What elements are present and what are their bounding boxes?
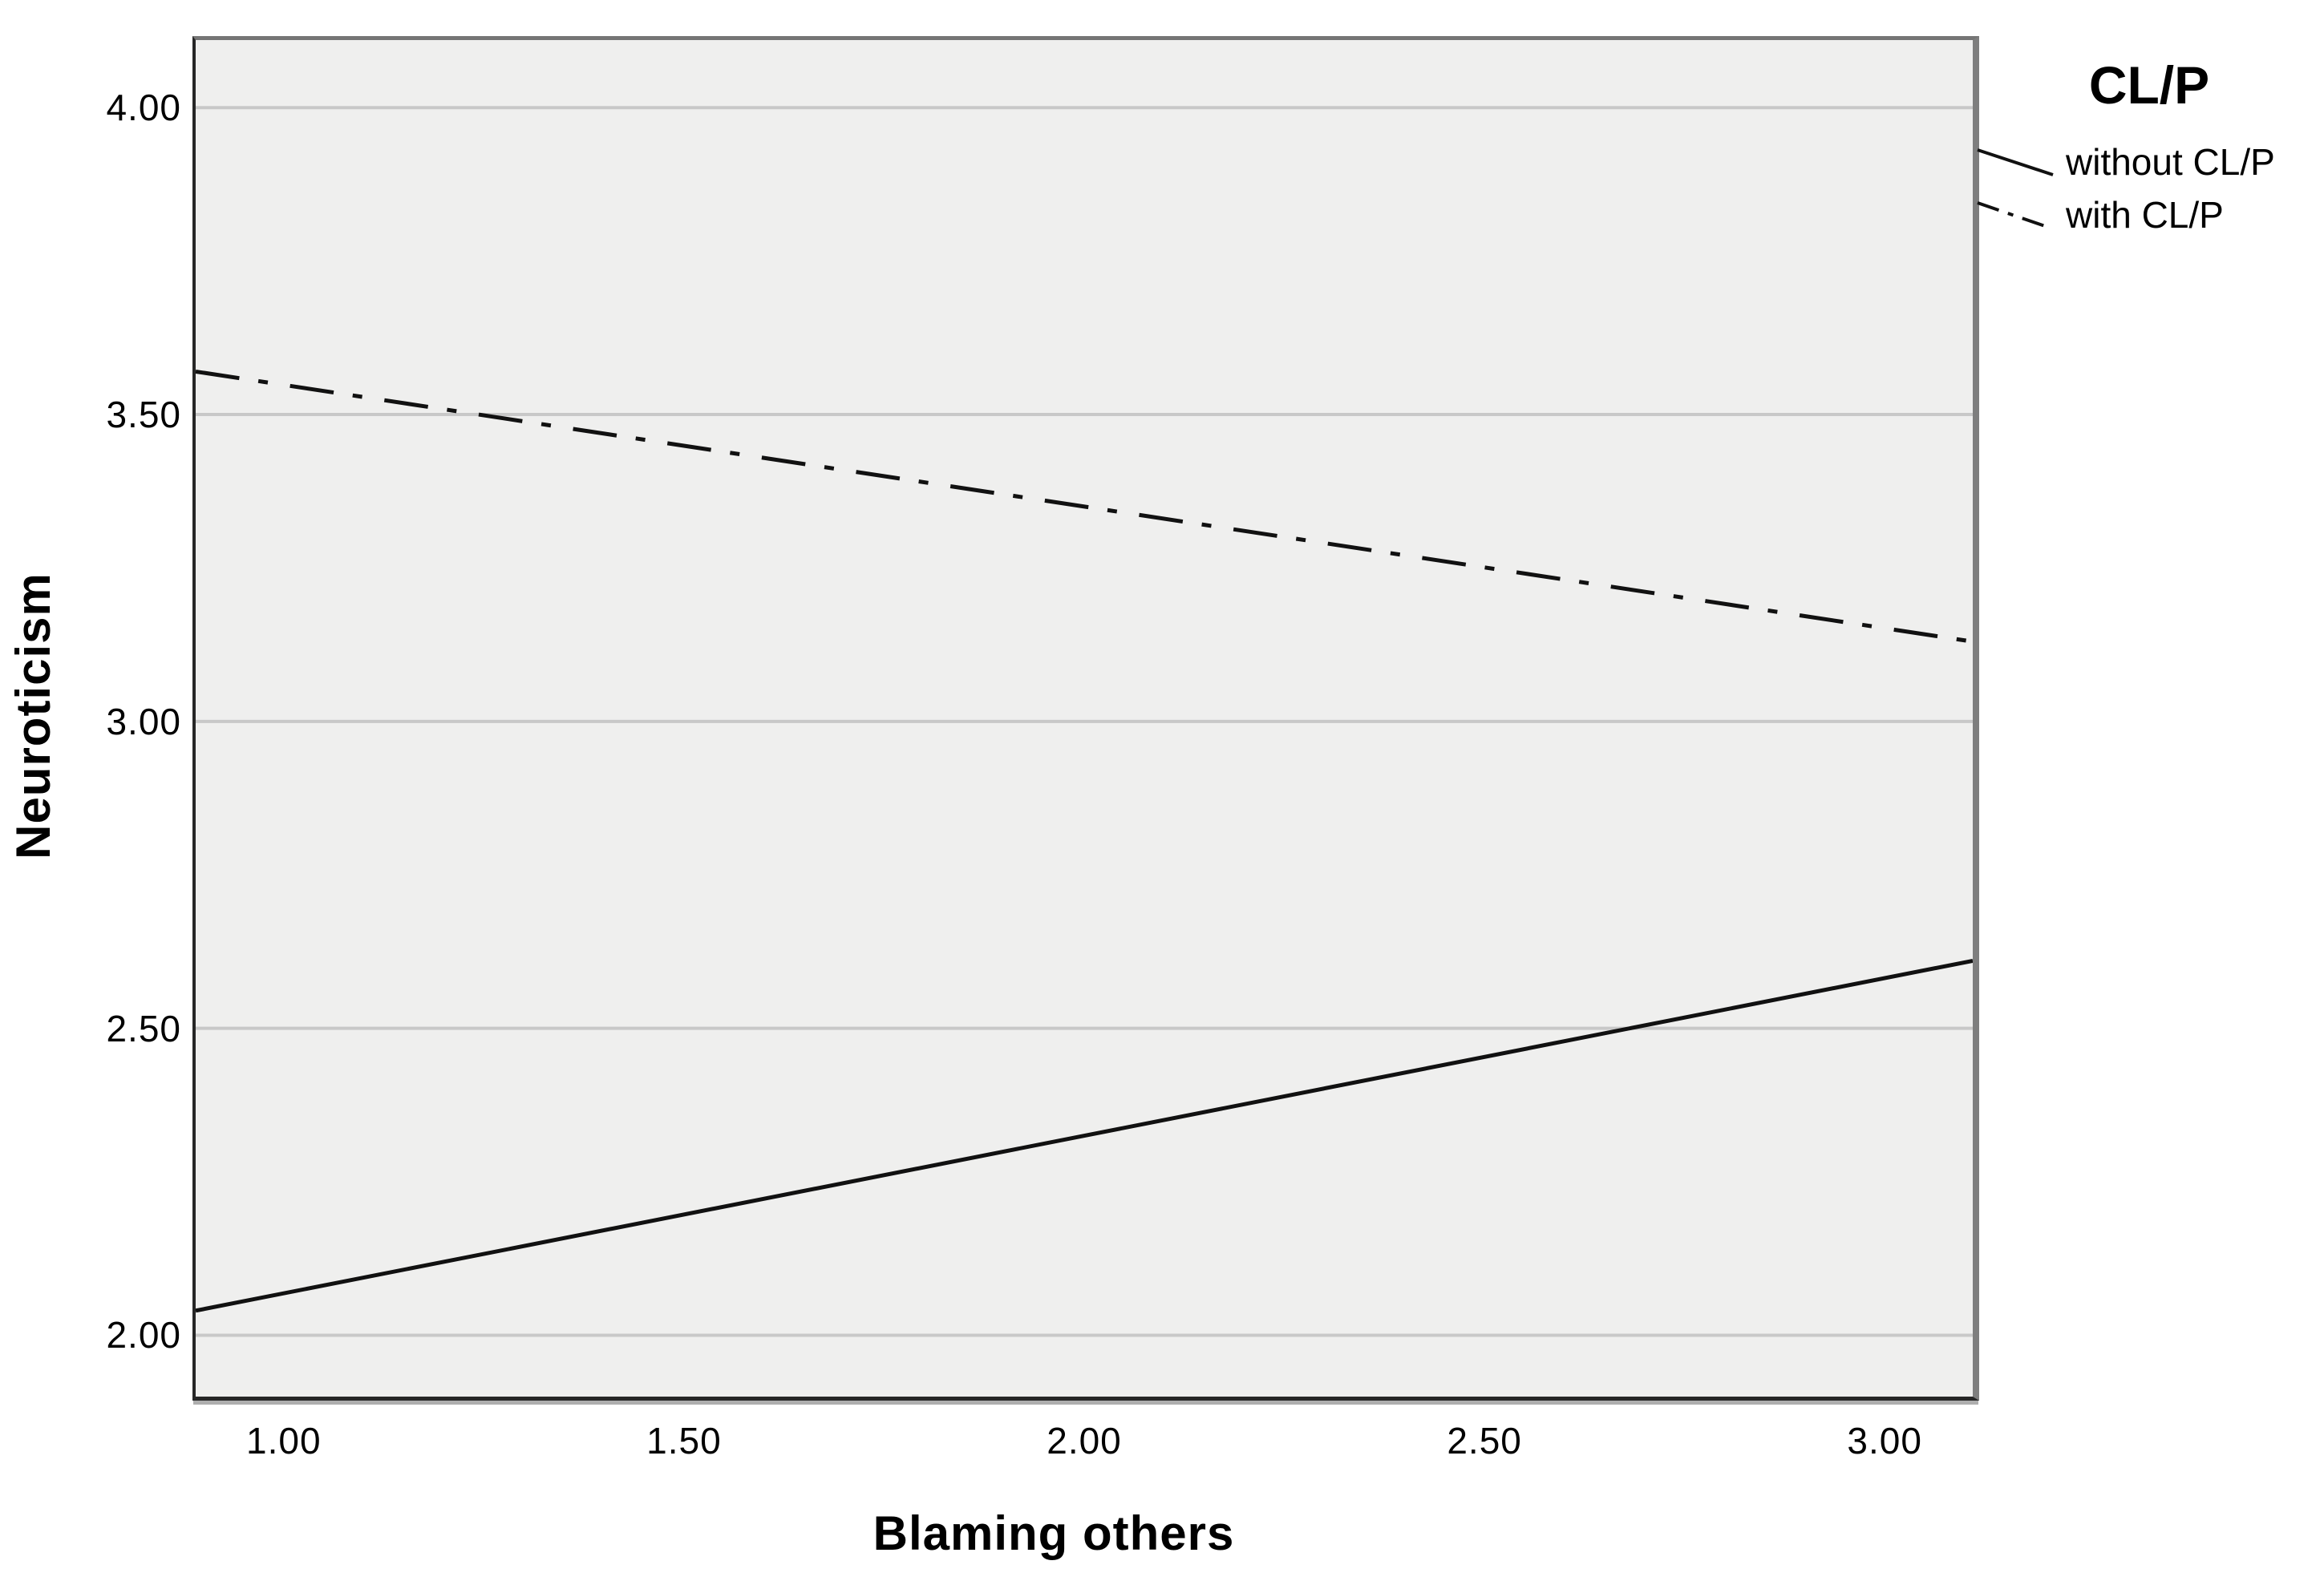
x-tick-label: 2.00: [1047, 1420, 1122, 1462]
y-tick-label: 2.00: [106, 1314, 181, 1357]
legend-entry-without-clp: without CL/P: [1974, 135, 2275, 189]
y-tick-label: 3.50: [106, 394, 181, 436]
y-tick-label: 2.50: [106, 1007, 181, 1049]
x-tick-label: 2.50: [1447, 1420, 1522, 1462]
x-tick-label: 3.00: [1847, 1420, 1922, 1462]
y-tick-label: 3.00: [106, 700, 181, 742]
x-tick-label: 1.00: [246, 1420, 322, 1462]
legend-entry-label: with CL/P: [2066, 194, 2224, 236]
plot-area: [192, 36, 1979, 1401]
legend-entry-label: without CL/P: [2066, 141, 2275, 183]
x-axis-title: Blaming others: [873, 1506, 1235, 1560]
legend-title: CL/P: [2088, 55, 2210, 115]
series-line-with-cl-p: [196, 369, 1973, 644]
legend-entry-with-clp: with CL/P: [1974, 188, 2224, 242]
series-line-without-cl-p: [196, 958, 1973, 1313]
plot-svg: [196, 106, 1973, 1337]
dash-dot-line-sample-icon: [1977, 201, 2046, 228]
x-tick-label: 1.50: [646, 1420, 722, 1462]
y-tick-label: 4.00: [106, 87, 181, 129]
solid-line-sample-icon: [1977, 148, 2054, 176]
